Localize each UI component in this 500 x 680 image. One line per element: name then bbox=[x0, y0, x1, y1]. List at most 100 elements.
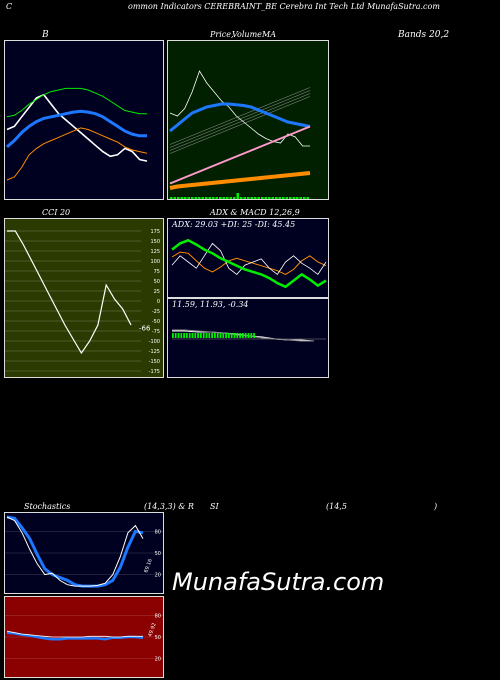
adx-title: ADX & MACD 12,26,9 bbox=[210, 208, 300, 217]
macd-histogram-bar bbox=[174, 333, 177, 338]
stoch-title-c: SI bbox=[210, 502, 219, 511]
volume-bar bbox=[226, 197, 229, 199]
ma-orange-line bbox=[169, 171, 311, 190]
bands-title-right: Bands 20,2 bbox=[398, 30, 450, 40]
volume-bar bbox=[184, 197, 187, 199]
volume-bar bbox=[254, 197, 257, 199]
macd-histogram-bar bbox=[214, 333, 216, 338]
volume-bar bbox=[285, 197, 288, 199]
macd-histogram-bar bbox=[219, 333, 222, 338]
volume-bar bbox=[240, 197, 243, 199]
macd-histogram-bar bbox=[230, 333, 233, 338]
macd-histogram-bar bbox=[180, 333, 183, 338]
macd-histogram-bar bbox=[183, 333, 185, 338]
volume-bar bbox=[170, 197, 173, 199]
macd-histogram-bar bbox=[197, 333, 199, 338]
plus-di-line bbox=[171, 242, 327, 275]
price-title-a: Price, bbox=[210, 30, 234, 39]
volume-bar bbox=[275, 197, 278, 199]
adx-values: ADX: 29.03 +DI: 25 -DI: 45.45 bbox=[172, 220, 296, 229]
macd-histogram-bar bbox=[186, 333, 188, 338]
cci-tick-label: 25 bbox=[154, 289, 160, 295]
macd-values: 11.59, 11.93, -0.34 bbox=[172, 300, 249, 309]
macd-histogram-bar bbox=[205, 333, 208, 338]
macd-histogram-bar bbox=[191, 333, 194, 338]
volume-bar bbox=[201, 197, 204, 199]
bollinger-chart bbox=[6, 87, 148, 181]
volume-bar bbox=[236, 193, 239, 199]
cci-tick-label: -125 bbox=[149, 349, 160, 355]
macd-histogram-bar bbox=[172, 333, 174, 338]
volume-bar bbox=[208, 197, 211, 199]
cci-tick-label: -100 bbox=[149, 339, 160, 345]
volume-bar bbox=[194, 197, 197, 199]
macd-histogram-bar bbox=[233, 333, 236, 338]
volume-bar bbox=[191, 197, 194, 199]
macd-histogram-bar bbox=[208, 333, 211, 338]
volume-bar bbox=[177, 197, 180, 199]
rsi-side-label: 49.92 bbox=[147, 622, 158, 638]
volume-bar bbox=[282, 197, 285, 199]
volume-bar bbox=[222, 197, 225, 199]
cci-tick-label: -150 bbox=[149, 359, 160, 365]
macd-histogram-bar bbox=[236, 333, 239, 338]
cci-chart: 175 150 125 100 75 50 25 0 -25 -50 -75 -100 -125 -150… bbox=[5, 229, 160, 375]
macd-histogram-bar bbox=[250, 333, 253, 338]
macd-histogram-bar bbox=[239, 333, 241, 338]
price-chart bbox=[169, 70, 311, 199]
upper-band-line bbox=[6, 87, 147, 118]
stoch-k-line bbox=[6, 516, 144, 587]
header-title: ommon Indicators CEREBRAINT_BE Cerebra I… bbox=[128, 2, 440, 11]
cci-tick-label: -75 bbox=[152, 329, 160, 335]
stoch-tick-label: 80 bbox=[155, 529, 161, 535]
ma-blue-line bbox=[169, 102, 311, 133]
cci-tick-label: -50 bbox=[152, 319, 160, 325]
volume-bar bbox=[229, 197, 232, 199]
cci-panel: 175 150 125 100 75 50 25 0 -25 -50 -75 -100 -125 -150… bbox=[4, 218, 164, 378]
volume-bar bbox=[215, 197, 218, 199]
volume-bar bbox=[261, 197, 264, 199]
volume-bar bbox=[303, 197, 306, 199]
stoch-title-e: ) bbox=[434, 502, 438, 511]
bands-title-b: B bbox=[42, 30, 49, 40]
volume-bar bbox=[271, 197, 274, 199]
stoch-title-a: Stochastics bbox=[24, 502, 71, 511]
volume-bar bbox=[180, 197, 183, 199]
macd-histogram-bar bbox=[242, 333, 244, 338]
ma-line-1 bbox=[169, 96, 311, 154]
adx-chart bbox=[171, 238, 327, 289]
ma-line-2 bbox=[169, 93, 311, 151]
macd-histogram-bar bbox=[244, 333, 247, 338]
stochastics-panel: 80 50 20 69.16 bbox=[4, 512, 164, 594]
rsi-tick-label: 50 bbox=[155, 635, 161, 641]
volume-bar bbox=[212, 197, 215, 199]
rsi-blue-line bbox=[6, 631, 144, 641]
volume-bar bbox=[250, 197, 253, 199]
cci-tick-label: 125 bbox=[150, 249, 160, 255]
volume-bar bbox=[233, 197, 236, 199]
macd-chart bbox=[172, 329, 326, 342]
rsi-tick-label: 20 bbox=[155, 657, 161, 663]
stoch-d-line bbox=[6, 515, 144, 588]
volume-bar bbox=[219, 197, 222, 199]
cci-tick-label: 75 bbox=[154, 269, 160, 275]
stoch-tick-label: 50 bbox=[155, 551, 161, 557]
stoch-title-d: (14,5 bbox=[326, 502, 347, 511]
cci-tick-label: 0 bbox=[157, 299, 160, 305]
volume-bar bbox=[257, 197, 260, 199]
stoch-tick-label: 20 bbox=[155, 573, 161, 579]
adx-panel bbox=[167, 218, 329, 298]
macd-histogram-bar bbox=[247, 333, 250, 338]
macd-histogram-bar bbox=[225, 333, 227, 338]
volume-bar bbox=[243, 197, 246, 199]
volume-bar bbox=[292, 197, 295, 199]
bollinger-panel bbox=[4, 40, 164, 200]
volume-bar bbox=[173, 197, 176, 199]
rsi-panel: 80 50 20 49.92 bbox=[4, 596, 164, 678]
macd-histogram-bar bbox=[188, 333, 191, 338]
cci-tick-label: 50 bbox=[154, 279, 160, 285]
cci-tick-label: -175 bbox=[149, 369, 160, 375]
lower-band-line bbox=[6, 127, 148, 181]
macd-histogram-bar bbox=[194, 333, 197, 338]
